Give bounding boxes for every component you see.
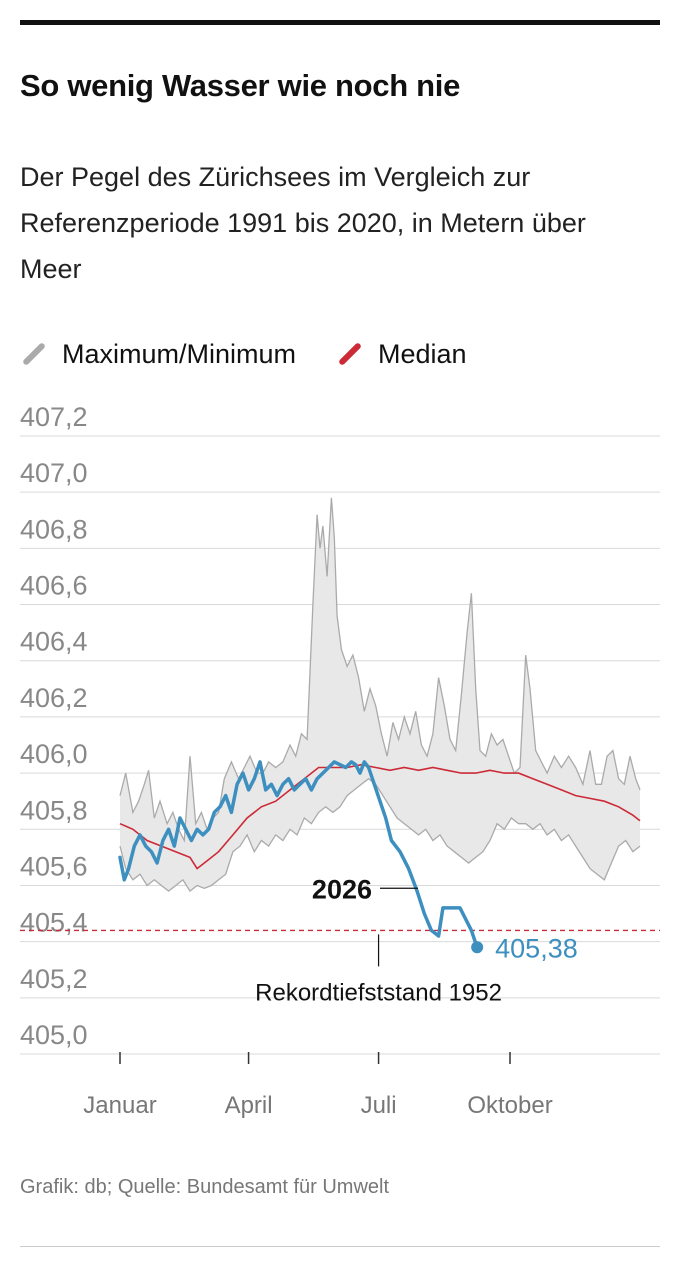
x-tick-label: Januar (83, 1092, 156, 1119)
range-band (120, 497, 640, 892)
y-tick-label: 405,2 (20, 964, 88, 994)
y-tick-label: 407,2 (20, 402, 88, 432)
legend-item-range: Maximum/Minimum (20, 339, 296, 370)
record-label: Rekordtiefststand 1952 (255, 979, 502, 1006)
median-layer (119, 763, 641, 870)
y-tick-label: 406,2 (20, 683, 88, 713)
x-tick-label: April (225, 1092, 273, 1119)
y-tick-label: 405,4 (20, 908, 88, 938)
y-tick-label: 407,0 (20, 458, 88, 488)
label-layer: 2026 405,38 Rekordtiefststand 1952 (255, 874, 578, 1006)
legend-label-range: Maximum/Minimum (62, 338, 297, 369)
series-label-2026: 2026 (312, 874, 372, 904)
min-line (119, 777, 641, 893)
y-tick-label: 406,8 (20, 514, 88, 544)
median-line (119, 763, 641, 870)
legend-swatch-median (337, 341, 363, 367)
y-tick-label: 406,6 (20, 571, 88, 601)
y-tick-label: 406,4 (20, 627, 88, 657)
legend: Maximum/Minimum Median (20, 336, 507, 372)
end-value-label: 405,38 (495, 933, 578, 963)
y-tick-label: 406,0 (20, 739, 88, 769)
legend-swatch-range (21, 341, 47, 367)
x-tick-label: Oktober (467, 1092, 552, 1119)
line-chart: 405,0 405,2 405,4 405,6 405,8 406,0 406,2 406,4… (20, 402, 660, 1119)
current-line (118, 760, 479, 950)
current-end-dot (471, 941, 484, 954)
top-rule (20, 20, 660, 25)
y-tick-label: 405,0 (20, 1020, 88, 1050)
chart-title: So wenig Wasser wie noch nie (20, 68, 461, 103)
current-layer (118, 760, 484, 954)
legend-item-median: Median (336, 339, 467, 370)
bottom-rule (20, 1246, 660, 1247)
source-note: Grafik: db; Quelle: Bundesamt für Umwelt (20, 1176, 390, 1198)
chart-subtitle: Der Pegel des Zürichsees im Vergleich zu… (20, 162, 586, 284)
x-tick-label: Juli (361, 1092, 397, 1119)
legend-label-median: Median (378, 338, 467, 369)
y-tick-label: 405,8 (20, 795, 88, 825)
y-tick-label: 405,6 (20, 851, 88, 881)
